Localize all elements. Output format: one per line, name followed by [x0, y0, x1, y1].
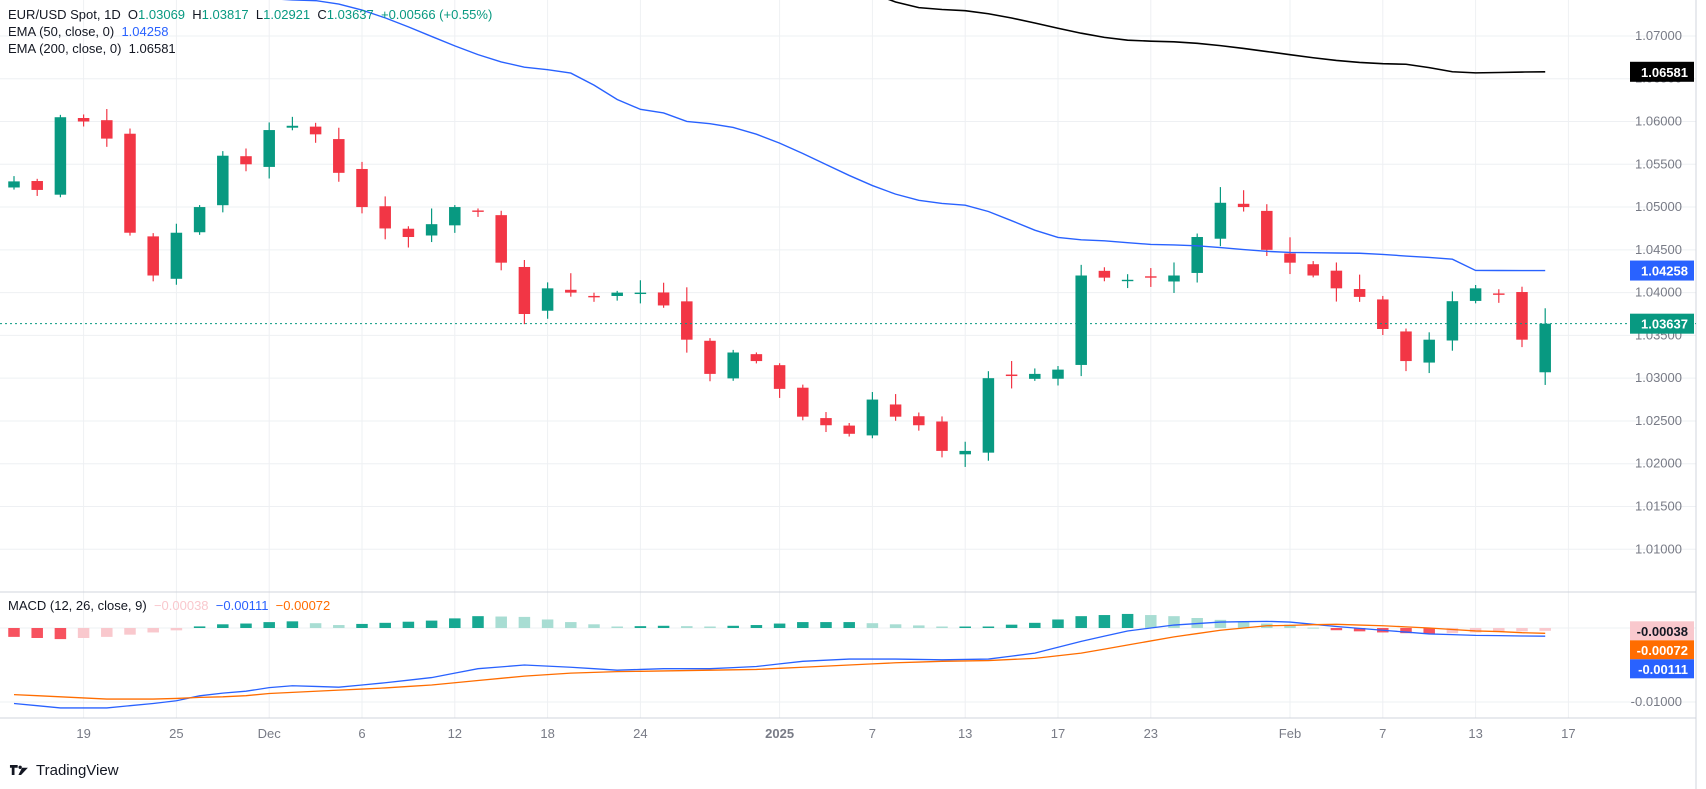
svg-text:17: 17: [1561, 726, 1575, 741]
svg-text:17: 17: [1051, 726, 1065, 741]
svg-text:25: 25: [169, 726, 183, 741]
svg-text:13: 13: [958, 726, 972, 741]
svg-text:Dec: Dec: [258, 726, 282, 741]
svg-text:-0.01000: -0.01000: [1631, 694, 1682, 709]
svg-text:1.06000: 1.06000: [1635, 114, 1682, 129]
svg-text:1.04500: 1.04500: [1635, 242, 1682, 257]
svg-text:1.04000: 1.04000: [1635, 285, 1682, 300]
svg-text:13: 13: [1468, 726, 1482, 741]
svg-text:1.07000: 1.07000: [1635, 28, 1682, 43]
svg-text:12: 12: [448, 726, 462, 741]
svg-text:1.03637: 1.03637: [1641, 317, 1688, 332]
svg-text:2025: 2025: [765, 726, 794, 741]
svg-text:-0.00038: -0.00038: [1637, 624, 1688, 639]
svg-text:1.01500: 1.01500: [1635, 499, 1682, 514]
svg-text:1.02000: 1.02000: [1635, 456, 1682, 471]
svg-text:7: 7: [869, 726, 876, 741]
svg-text:1.06581: 1.06581: [1641, 65, 1688, 80]
svg-text:1.03000: 1.03000: [1635, 370, 1682, 385]
svg-text:-0.00072: -0.00072: [1637, 643, 1688, 658]
svg-text:24: 24: [633, 726, 647, 741]
svg-text:Feb: Feb: [1279, 726, 1301, 741]
svg-text:1.05000: 1.05000: [1635, 199, 1682, 214]
svg-text:1.02500: 1.02500: [1635, 413, 1682, 428]
svg-text:23: 23: [1144, 726, 1158, 741]
svg-text:6: 6: [358, 726, 365, 741]
svg-text:19: 19: [76, 726, 90, 741]
svg-text:7: 7: [1379, 726, 1386, 741]
svg-text:1.04258: 1.04258: [1641, 264, 1688, 279]
svg-text:-0.00111: -0.00111: [1638, 662, 1688, 677]
svg-text:1.05500: 1.05500: [1635, 156, 1682, 171]
svg-text:1.01000: 1.01000: [1635, 541, 1682, 556]
svg-text:18: 18: [540, 726, 554, 741]
